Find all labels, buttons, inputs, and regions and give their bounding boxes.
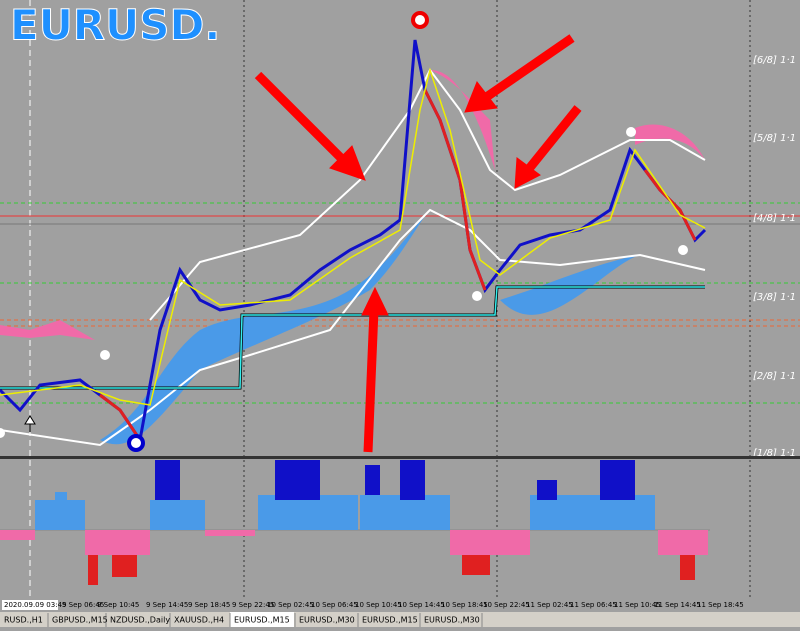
signal-marker — [127, 434, 145, 452]
chart-tab[interactable]: EURUSD.,M30 — [424, 616, 480, 625]
chart-tab[interactable]: EURUSD.,M15 — [362, 616, 418, 625]
chart-tab[interactable]: NZDUSD.,Daily — [110, 616, 170, 625]
blue-cloud — [100, 210, 430, 445]
dot — [0, 428, 5, 438]
pane-separator — [0, 456, 800, 459]
upper-band — [149, 68, 706, 321]
time-label: 2020.09.09 03:45 — [4, 601, 66, 609]
moving-average — [0, 67, 706, 406]
chart-tab[interactable]: XAUUSD.,H4 — [174, 616, 224, 625]
histogram — [0, 460, 708, 585]
level-label: [1/8] 1·1 — [753, 448, 796, 459]
chart-tab[interactable]: EURUSD.,M30 — [299, 616, 355, 625]
time-label: 11 Sep 18:45 — [697, 601, 744, 609]
time-label: 9 Sep 18:45 — [188, 601, 230, 609]
time-label: 11 Sep 06:45 — [570, 601, 617, 609]
time-label: 9 Sep 10:45 — [97, 601, 139, 609]
time-label: 9 Sep 06:45 — [62, 601, 104, 609]
price-down — [423, 89, 487, 291]
chart-tab[interactable]: RUSD.,H1 — [4, 616, 43, 625]
symbol-title: EURUSD. — [10, 1, 220, 50]
tab-bar — [0, 612, 800, 627]
level-label: [2/8] 1·1 — [753, 371, 796, 382]
time-label: 9 Sep 14:45 — [146, 601, 188, 609]
blue-cloud — [500, 255, 640, 315]
time-label: 10 Sep 22:45 — [483, 601, 530, 609]
time-label: 10 Sep 10:45 — [355, 601, 402, 609]
annotation-arrows — [254, 34, 582, 453]
dot — [100, 350, 110, 360]
pink-cloud — [430, 70, 495, 170]
time-label: 11 Sep 10:45 — [614, 601, 661, 609]
dot — [678, 245, 688, 255]
level-label: [6/8] 1·1 — [753, 55, 796, 66]
chart-tab[interactable]: EURUSD.,M15 — [234, 616, 290, 625]
time-axis — [0, 597, 800, 612]
time-label: 10 Sep 14:45 — [398, 601, 445, 609]
level-label: [4/8] 1·1 — [753, 213, 796, 224]
level-label: [5/8] 1·1 — [753, 133, 796, 144]
dot — [472, 291, 482, 301]
time-cursor-box — [2, 600, 58, 610]
chart-tab[interactable]: GBPUSD.,M15 — [52, 616, 108, 625]
time-label: 10 Sep 06:45 — [311, 601, 358, 609]
price-down — [99, 393, 142, 441]
pink-cloud — [0, 320, 95, 340]
pink-cloud — [635, 124, 705, 160]
time-label: 9 Sep 22:45 — [232, 601, 274, 609]
level-label: [3/8] 1·1 — [753, 292, 796, 303]
up-arrow-icon — [24, 415, 36, 432]
time-label: 10 Sep 02:45 — [267, 601, 314, 609]
lower-band — [0, 208, 706, 447]
time-label: 11 Sep 14:45 — [654, 601, 701, 609]
time-label: 10 Sep 18:45 — [441, 601, 488, 609]
active-tab — [230, 612, 294, 627]
dot — [626, 127, 636, 137]
signal-marker — [411, 11, 429, 29]
time-label: 11 Sep 02:45 — [526, 601, 573, 609]
